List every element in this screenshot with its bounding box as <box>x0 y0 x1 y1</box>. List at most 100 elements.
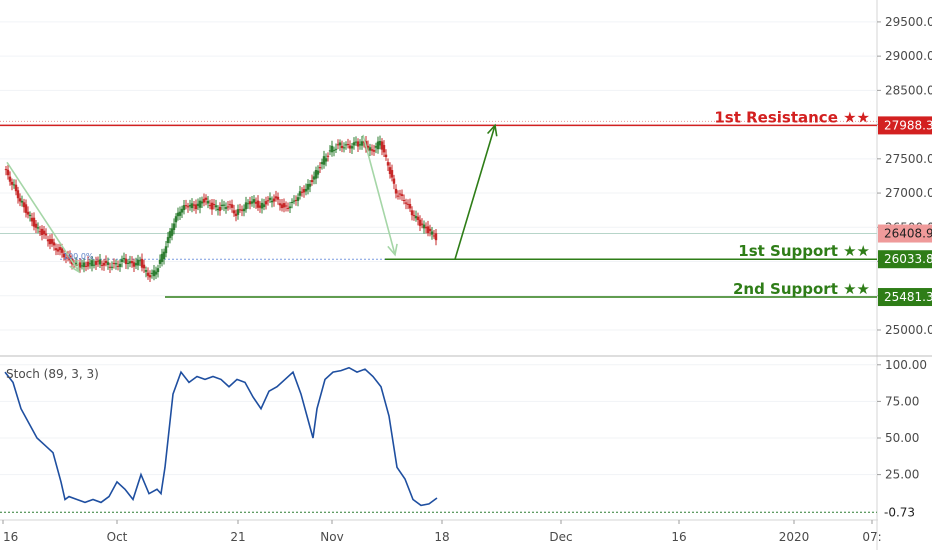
candle-body <box>240 209 244 211</box>
candle-body <box>48 239 52 245</box>
candle-body <box>16 190 20 199</box>
candle-body <box>316 170 320 175</box>
candle-body <box>186 206 190 208</box>
stoch-current-tag <box>878 503 932 522</box>
candle-body <box>78 262 82 268</box>
candle-body <box>334 148 338 150</box>
candle-body <box>390 170 394 178</box>
candle-body <box>198 200 202 208</box>
candle-body <box>8 176 12 182</box>
candle-body <box>200 201 204 204</box>
candle-body <box>222 204 226 206</box>
candle-body <box>210 202 214 210</box>
candle-body <box>58 247 62 250</box>
candle-body <box>304 188 308 192</box>
candle-body <box>136 259 140 266</box>
candle-body <box>328 150 332 152</box>
candle-body <box>348 145 352 149</box>
candle-body <box>102 262 106 266</box>
candle-body <box>260 202 264 209</box>
candle-body <box>6 169 10 176</box>
candle-body <box>10 181 14 185</box>
candle-body <box>46 239 50 242</box>
candle-body <box>314 170 318 179</box>
time-tick-label: 16 <box>3 530 18 544</box>
stochastic-label: Stoch (89, 3, 3) <box>6 367 99 381</box>
candle-body <box>274 196 278 199</box>
candle-body <box>132 262 136 267</box>
candle-body <box>124 258 128 265</box>
time-tick-label: 16 <box>671 530 686 544</box>
price-tick-label: 27000.0 <box>885 186 932 200</box>
candle-body <box>252 199 256 203</box>
candle-body <box>62 253 66 258</box>
candle-body <box>100 264 104 266</box>
candle-body <box>402 200 406 202</box>
candle-body <box>332 150 336 152</box>
candle-body <box>84 265 88 267</box>
candle-body <box>322 156 326 165</box>
candle-body <box>60 248 64 253</box>
candle-body <box>420 223 424 225</box>
candle-body <box>382 145 386 153</box>
candle-body <box>104 260 108 263</box>
candle-body <box>288 206 292 209</box>
candle-body <box>208 205 212 207</box>
candle-body <box>36 227 40 229</box>
candle-body <box>388 167 392 175</box>
level-lines: 1st Resistance ★★ 1st Support ★★ 2nd Suppo… <box>0 108 877 298</box>
candle-body <box>146 272 150 276</box>
price-axis[interactable]: 25000.025500.026000.026500.027000.027500… <box>877 15 932 337</box>
candle-body <box>418 219 422 226</box>
candle-body <box>268 197 272 200</box>
candle-body <box>178 211 182 216</box>
candle-body <box>116 265 120 267</box>
candle-body <box>306 184 310 190</box>
price-series <box>4 135 438 283</box>
candle-body <box>150 272 154 274</box>
candle-body <box>212 204 216 206</box>
candle-body <box>236 209 240 215</box>
arrow-shaft <box>454 125 496 260</box>
candle-body <box>54 248 58 251</box>
candle-body <box>190 203 194 209</box>
candle-body <box>142 264 146 269</box>
candle-body <box>414 216 418 219</box>
candle-body <box>152 270 156 277</box>
candle-body <box>416 216 420 221</box>
candle-body <box>358 144 362 146</box>
stoch-tick-label: 25.00 <box>885 468 919 482</box>
candle-body <box>168 231 172 238</box>
candle-body <box>224 207 228 209</box>
candle-body <box>284 205 288 207</box>
stochastic-axis[interactable]: 100.00 75.00 50.00 25.00 -0.73 <box>877 358 932 522</box>
candle-body <box>98 259 102 265</box>
candle-body <box>376 141 380 150</box>
arrow-head <box>69 260 81 274</box>
arrow-shaft <box>6 161 80 273</box>
time-axis[interactable]: 16 Oct 21 Nov 18 Dec 16 2020 07: <box>2 520 882 544</box>
candle-body <box>296 197 300 201</box>
candle-body <box>254 201 258 204</box>
candle-body <box>234 213 238 216</box>
candle-body <box>194 204 198 210</box>
candle-body <box>162 251 166 260</box>
candle-body <box>172 223 176 231</box>
candle-body <box>360 141 364 146</box>
candle-body <box>64 257 68 259</box>
candle-body <box>112 262 116 264</box>
candle-body <box>264 201 268 205</box>
candle-body <box>96 260 100 262</box>
candle-body <box>312 176 316 180</box>
candle-body <box>50 239 54 244</box>
candle-body <box>18 198 22 202</box>
candle-body <box>230 204 234 208</box>
price-tick-label: 29500.0 <box>885 15 932 29</box>
candle-body <box>154 271 158 275</box>
candle-body <box>184 205 188 207</box>
candle-body <box>386 162 390 166</box>
candle-body <box>80 265 84 267</box>
candle-body <box>352 142 356 146</box>
candle-body <box>428 228 432 232</box>
